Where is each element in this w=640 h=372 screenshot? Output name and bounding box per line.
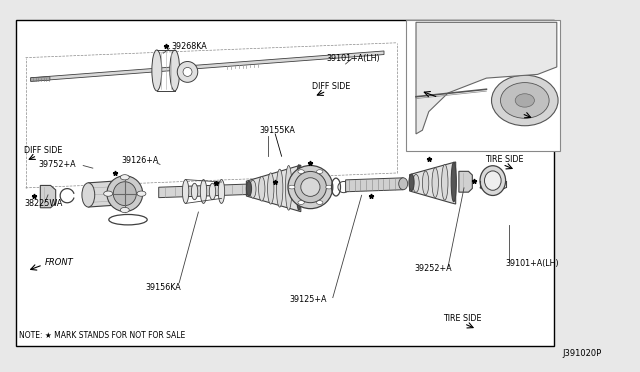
Text: 38225WA: 38225WA bbox=[24, 199, 63, 208]
Ellipse shape bbox=[259, 177, 265, 201]
Text: 39155KA: 39155KA bbox=[259, 126, 295, 135]
Ellipse shape bbox=[296, 165, 301, 210]
Ellipse shape bbox=[294, 171, 326, 203]
Ellipse shape bbox=[298, 201, 305, 204]
Text: 39101+A(LH): 39101+A(LH) bbox=[506, 259, 559, 268]
Ellipse shape bbox=[200, 180, 207, 203]
Ellipse shape bbox=[317, 170, 323, 173]
Ellipse shape bbox=[218, 180, 225, 203]
Ellipse shape bbox=[285, 166, 292, 210]
Polygon shape bbox=[416, 22, 557, 134]
Ellipse shape bbox=[288, 166, 333, 209]
Text: 39156KA: 39156KA bbox=[146, 283, 182, 292]
Text: 39126+A: 39126+A bbox=[122, 156, 159, 165]
Ellipse shape bbox=[113, 182, 136, 206]
Text: 39125+A: 39125+A bbox=[289, 295, 327, 304]
Ellipse shape bbox=[170, 50, 180, 91]
Ellipse shape bbox=[250, 180, 256, 198]
Ellipse shape bbox=[125, 182, 138, 206]
Ellipse shape bbox=[268, 173, 274, 204]
Text: DIFF SIDE: DIFF SIDE bbox=[24, 146, 63, 155]
Polygon shape bbox=[410, 162, 456, 204]
Ellipse shape bbox=[298, 170, 305, 173]
Text: J391020P: J391020P bbox=[562, 349, 601, 358]
Ellipse shape bbox=[480, 166, 506, 195]
Ellipse shape bbox=[137, 191, 146, 196]
Ellipse shape bbox=[432, 168, 438, 198]
Ellipse shape bbox=[422, 171, 429, 195]
Ellipse shape bbox=[191, 183, 198, 200]
Text: FRONT: FRONT bbox=[45, 258, 74, 267]
Ellipse shape bbox=[120, 208, 129, 213]
Text: TIRE SIDE: TIRE SIDE bbox=[444, 314, 482, 323]
Polygon shape bbox=[459, 171, 472, 192]
Ellipse shape bbox=[515, 94, 534, 107]
Ellipse shape bbox=[409, 174, 414, 190]
Polygon shape bbox=[159, 183, 275, 198]
Ellipse shape bbox=[104, 191, 113, 196]
Ellipse shape bbox=[500, 83, 549, 118]
Ellipse shape bbox=[82, 183, 95, 207]
Text: 39101+A(LH): 39101+A(LH) bbox=[326, 54, 380, 63]
Ellipse shape bbox=[209, 183, 216, 200]
Ellipse shape bbox=[177, 61, 198, 82]
Ellipse shape bbox=[484, 171, 501, 190]
Bar bbox=[406, 20, 560, 151]
Bar bbox=[16, 20, 554, 346]
Text: 39252+A: 39252+A bbox=[415, 264, 452, 273]
Polygon shape bbox=[346, 178, 403, 192]
Ellipse shape bbox=[152, 50, 162, 91]
Ellipse shape bbox=[120, 175, 129, 180]
Text: DIFF SIDE: DIFF SIDE bbox=[312, 82, 351, 91]
Ellipse shape bbox=[183, 67, 192, 76]
Ellipse shape bbox=[326, 185, 332, 189]
Ellipse shape bbox=[413, 174, 419, 192]
Ellipse shape bbox=[276, 169, 283, 207]
Polygon shape bbox=[246, 165, 301, 212]
Ellipse shape bbox=[301, 178, 320, 196]
Ellipse shape bbox=[399, 178, 408, 190]
Text: NOTE: ★ MARK STANDS FOR NOT FOR SALE: NOTE: ★ MARK STANDS FOR NOT FOR SALE bbox=[19, 331, 186, 340]
Text: 39268KA: 39268KA bbox=[172, 42, 207, 51]
Ellipse shape bbox=[492, 75, 558, 126]
Ellipse shape bbox=[270, 183, 280, 193]
Text: 39752+A: 39752+A bbox=[38, 160, 76, 169]
Polygon shape bbox=[88, 180, 132, 207]
Ellipse shape bbox=[451, 162, 456, 202]
Ellipse shape bbox=[442, 164, 448, 200]
Ellipse shape bbox=[317, 201, 323, 204]
Polygon shape bbox=[31, 77, 50, 81]
Ellipse shape bbox=[182, 180, 189, 203]
Polygon shape bbox=[40, 185, 56, 208]
Polygon shape bbox=[31, 51, 384, 81]
Ellipse shape bbox=[107, 176, 143, 212]
Ellipse shape bbox=[289, 185, 295, 189]
Ellipse shape bbox=[246, 181, 252, 196]
Text: TIRE SIDE: TIRE SIDE bbox=[485, 155, 524, 164]
